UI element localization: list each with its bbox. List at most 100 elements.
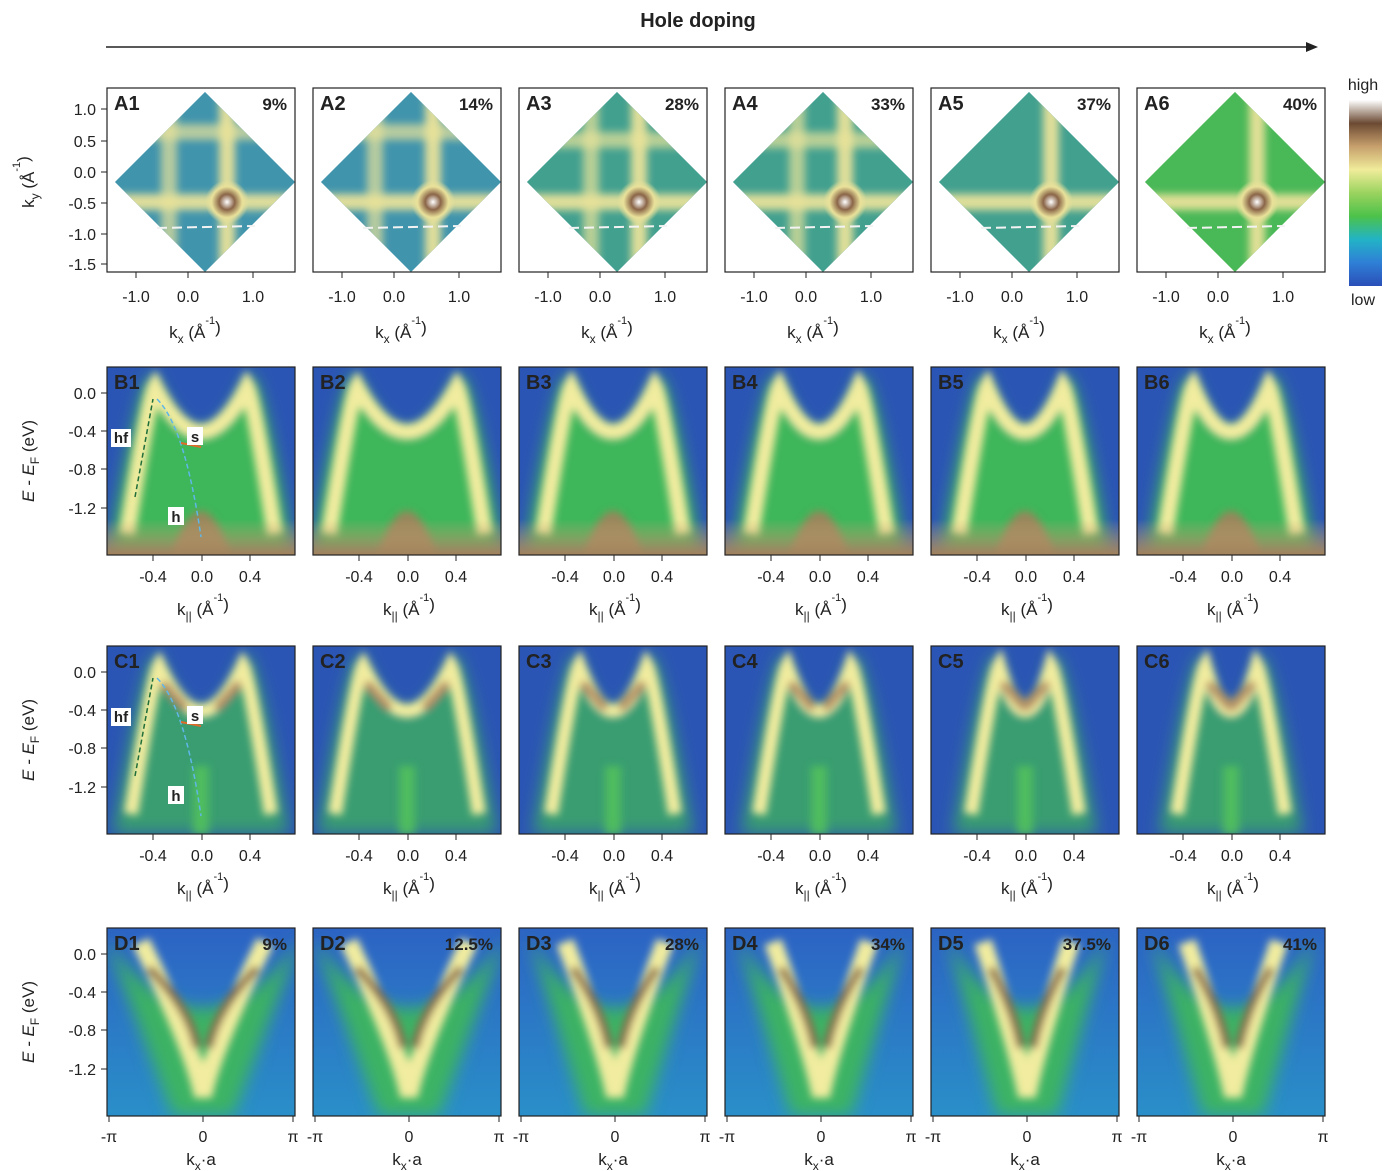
x-axis-label-part: -1 [1244, 592, 1254, 604]
x-axis-label-part: || [598, 609, 604, 623]
x-axis-label-part: (Å [1016, 879, 1038, 898]
x-axis-label-part: (Å [1222, 879, 1244, 898]
doping-label: 28% [665, 95, 699, 114]
x-tick-label: 0.0 [589, 289, 611, 306]
x-axis-label-part: -1 [1029, 315, 1039, 327]
x-axis-label-part: || [804, 888, 810, 902]
y-tick-label: -0.4 [68, 424, 96, 441]
x-tick-label: 0.4 [239, 848, 261, 865]
y-axis-label: ky (Å-1) [11, 156, 42, 208]
x-tick-label: 1.0 [242, 289, 264, 306]
panel-label: C3 [526, 651, 552, 673]
x-tick-label: 0.0 [1001, 289, 1023, 306]
doping-label: 9% [262, 935, 287, 954]
theory-panel [518, 927, 708, 1122]
x-axis-label-part: || [1216, 609, 1222, 623]
panel-frame [312, 366, 502, 556]
panel-label: B2 [320, 372, 346, 394]
x-tick-label: 0.0 [603, 569, 625, 586]
x-tick-label: -π [307, 1129, 323, 1146]
x-axis-label-part: x [1002, 332, 1008, 346]
x-axis-label-part: || [186, 888, 192, 902]
doping-label: 28% [665, 935, 699, 954]
x-axis-label: k|| (Å-1) [1001, 871, 1053, 902]
x-tick-label: 0 [199, 1129, 208, 1146]
theory-panel [312, 927, 502, 1122]
x-axis-label-part: k [383, 879, 392, 898]
panel-frame [106, 366, 296, 556]
x-axis-label-part: ·a [1025, 1150, 1041, 1169]
dispersion-panel [930, 645, 1120, 840]
x-tick-label: 0.0 [177, 289, 199, 306]
panel-frame [312, 645, 502, 835]
x-axis-label: kx·a [1216, 1150, 1246, 1171]
x-axis-label-part: || [392, 609, 398, 623]
colorbar-high-label: high [1348, 77, 1378, 94]
dispersion-panel [930, 366, 1120, 561]
y-axis-label-part: (eV) [19, 420, 38, 457]
x-axis-label-part: ) [1245, 318, 1251, 337]
x-tick-label: -1.0 [328, 289, 356, 306]
x-tick-label: 0 [611, 1129, 620, 1146]
x-tick-label: -1.0 [1152, 289, 1180, 306]
panel-label: B5 [938, 372, 964, 394]
cut-line [980, 225, 1080, 229]
y-axis-label-part: F [28, 736, 42, 743]
y-tick-label: -0.4 [68, 985, 96, 1002]
y-axis-label-part: F [28, 1018, 42, 1025]
x-axis-label: kx (Å-1) [1199, 315, 1251, 346]
panel-label: C1 [114, 651, 140, 673]
panel-label: A6 [1144, 93, 1170, 115]
panel-frame [106, 87, 296, 273]
y-tick-label: -0.5 [68, 196, 96, 213]
x-axis-label-part: ) [429, 595, 435, 614]
x-axis-label-part: ) [223, 595, 229, 614]
x-axis-label: k|| (Å-1) [1207, 871, 1259, 902]
x-axis-label-part: ·a [201, 1150, 217, 1169]
panel-frame [724, 645, 914, 835]
x-tick-label: 1.0 [1066, 289, 1088, 306]
dispersion-panel [518, 645, 708, 840]
x-axis-label-part: x [590, 332, 596, 346]
x-axis-label-part: k [1010, 1150, 1019, 1169]
panel-frame [1136, 87, 1326, 273]
panel-label: B4 [732, 372, 758, 394]
dispersion-panel [312, 366, 502, 561]
fs-map-panel [724, 87, 914, 278]
doping-label: 41% [1283, 935, 1317, 954]
x-axis-label: kx (Å-1) [993, 315, 1045, 346]
panel-frame [724, 366, 914, 556]
panel-label: D1 [114, 933, 140, 955]
x-axis-label-part: ) [841, 874, 847, 893]
x-axis-label-part: ) [215, 318, 221, 337]
x-axis-label-part: || [1216, 888, 1222, 902]
x-tick-label: 0.4 [1269, 848, 1291, 865]
x-axis-label-part: (Å [604, 879, 626, 898]
doping-label: 37.5% [1063, 935, 1111, 954]
x-tick-label: 0.4 [651, 848, 673, 865]
annotation-hf: hf [114, 709, 129, 726]
x-axis-label-part: (Å [810, 600, 832, 619]
x-tick-label: 0.0 [383, 289, 405, 306]
x-axis-label: k|| (Å-1) [177, 871, 229, 902]
panel-frame [1136, 366, 1326, 556]
x-axis-label-part: ·a [819, 1150, 835, 1169]
x-axis-label-part: || [1010, 609, 1016, 623]
x-tick-label: -1.0 [122, 289, 150, 306]
x-axis-label-part: (Å [1008, 323, 1030, 342]
x-axis-label-part: k [795, 879, 804, 898]
x-axis-label-part: k [581, 323, 590, 342]
x-axis-label-part: ·a [613, 1150, 629, 1169]
y-tick-label: -0.8 [68, 741, 96, 758]
x-axis-label-part: ) [223, 874, 229, 893]
panel-label: D3 [526, 933, 552, 955]
y-tick-label: -1.2 [68, 780, 96, 797]
x-axis-label-part: -1 [214, 871, 224, 883]
cut-line [1186, 225, 1286, 229]
y-axis-label-part: E - E [19, 743, 38, 781]
panel-label: D2 [320, 933, 346, 955]
x-tick-label: π [493, 1129, 504, 1146]
x-tick-label: 0.0 [191, 848, 213, 865]
y-axis-label: E - EF (eV) [19, 699, 42, 781]
